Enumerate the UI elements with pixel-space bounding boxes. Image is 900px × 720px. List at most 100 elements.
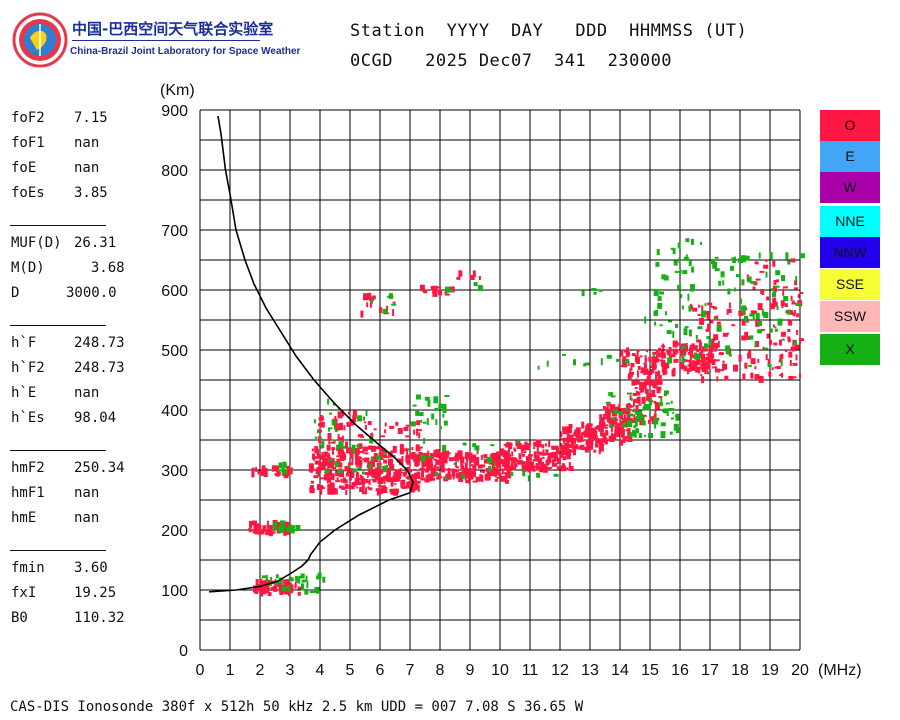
echo-point-o (692, 360, 696, 368)
echo-point-o (433, 464, 437, 469)
param-name: B0 (11, 610, 28, 626)
param-name: foEs (11, 185, 45, 201)
echo-point-o (494, 478, 498, 482)
echo-point-o (510, 457, 516, 464)
echo-point-o (646, 393, 652, 400)
param-separator (10, 450, 106, 451)
echo-point-o (408, 470, 413, 473)
echo-point-o (464, 462, 468, 470)
echo-point-o (569, 445, 575, 448)
echo-point-o (342, 452, 345, 459)
echo-point-x (688, 305, 692, 312)
echo-point-o (643, 362, 647, 365)
echo-point-o (276, 465, 279, 473)
echo-point-o (562, 456, 567, 461)
echo-point-x (712, 261, 718, 269)
echo-point-o (564, 449, 567, 454)
echo-point-x (435, 472, 438, 477)
echo-point-o (672, 367, 676, 373)
echo-point-o (635, 405, 639, 412)
echo-point-o (557, 457, 561, 464)
echo-point-o (602, 432, 607, 438)
echo-point-x (435, 419, 438, 425)
echo-point-o (286, 465, 291, 473)
echo-point-x (718, 280, 722, 286)
echo-point-x (670, 247, 674, 250)
echo-point-o (249, 520, 252, 528)
echo-point-o (797, 294, 800, 299)
echo-point-o (367, 487, 370, 490)
echo-point-x (648, 433, 654, 438)
echo-point-o (416, 454, 422, 461)
echo-point-o (441, 459, 446, 462)
echo-point-o (699, 347, 702, 350)
echo-point-x (625, 406, 628, 412)
echo-point-o (356, 486, 359, 489)
echo-point-o (410, 485, 415, 493)
echo-point-x (415, 394, 421, 400)
echo-point-o (437, 286, 442, 289)
echo-point-o (600, 440, 603, 445)
echo-point-o (415, 446, 421, 451)
echo-point-x (665, 311, 667, 316)
echo-point-o (602, 406, 606, 409)
echo-point-o (619, 414, 623, 420)
echo-point-o (341, 455, 344, 458)
echo-point-o (424, 460, 429, 467)
echo-point-o (712, 366, 718, 369)
echo-point-o (366, 465, 369, 468)
echo-point-o (522, 445, 525, 451)
echo-point-o (790, 295, 793, 301)
echo-point-o (416, 429, 422, 432)
echo-point-o (561, 444, 566, 450)
echo-point-o (330, 441, 336, 444)
echo-point-o (705, 356, 709, 361)
echo-point-o (328, 439, 331, 445)
legend-label: NNW (833, 244, 867, 260)
echo-point-o (444, 293, 450, 296)
echo-point-o (260, 590, 263, 597)
echo-point-o (336, 477, 339, 482)
echo-point-x (641, 420, 646, 426)
echo-point-o (408, 454, 414, 459)
echo-point-o (568, 462, 571, 467)
echo-point-o (366, 302, 369, 308)
echo-point-o (603, 416, 605, 420)
echo-point-o (355, 472, 358, 480)
echo-point-o (456, 276, 461, 280)
echo-point-o (570, 449, 576, 453)
echo-point-x (334, 461, 339, 468)
echo-point-o (271, 465, 277, 472)
echo-point-o (662, 371, 666, 376)
echo-point-x (769, 328, 773, 333)
echo-point-o (701, 365, 705, 372)
x-tick-label: 17 (701, 662, 719, 679)
echo-point-o (516, 459, 522, 465)
echo-point-o (639, 385, 643, 393)
echo-point-o (772, 260, 776, 267)
echo-point-o (437, 473, 441, 477)
echo-point-x (328, 427, 330, 432)
echo-point-o (405, 466, 411, 471)
echo-point-x (728, 353, 732, 357)
echo-point-o (539, 466, 545, 473)
echo-point-o (713, 334, 719, 341)
echo-point-o (500, 478, 506, 482)
echo-point-x (352, 468, 357, 473)
x-tick-label: 2 (256, 662, 265, 679)
echo-point-x (678, 257, 681, 263)
echo-point-o (796, 329, 799, 335)
echo-point-o (773, 285, 777, 292)
echo-point-o (711, 339, 714, 347)
echo-point-x (620, 411, 623, 416)
echo-point-o (384, 422, 387, 427)
echo-point-o (625, 429, 628, 432)
echo-point-o (337, 411, 343, 419)
echo-point-o (367, 458, 370, 466)
echo-point-o (781, 372, 783, 378)
echo-point-x (795, 276, 798, 283)
echo-point-o (436, 454, 440, 458)
echo-point-x (649, 398, 653, 406)
echo-point-x (749, 313, 754, 317)
echo-point-x (377, 464, 382, 468)
